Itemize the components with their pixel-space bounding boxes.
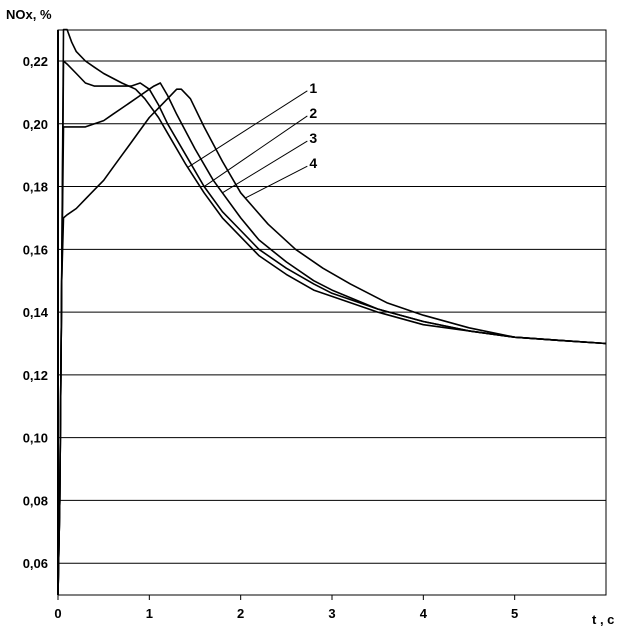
x-tick-label: 5 [511,606,518,621]
series-line-4 [57,88,607,595]
y-tick-label: 0,22 [23,54,48,69]
series-line-2 [57,60,607,595]
series-group [57,28,607,595]
gridlines [58,60,606,564]
x-tick-label: 0 [54,606,61,621]
x-tick-label: 3 [328,606,335,621]
y-tick-label: 0,18 [23,180,48,195]
y-tick-label: 0,16 [23,242,48,257]
series-label-4: 4 [309,155,317,171]
series-line-3 [57,82,607,595]
series-label-1: 1 [309,80,317,96]
y-tick-label: 0,14 [23,305,49,320]
y-tick-label: 0,06 [23,556,48,571]
leader-line-2 [203,115,308,187]
leader-line-1 [187,90,308,168]
y-tick-label: 0,12 [23,368,48,383]
series-label-2: 2 [309,105,317,121]
series-line-1 [57,28,607,595]
leader-line-3 [222,140,308,194]
x-axis-label: t , c [592,612,614,627]
x-tick-label: 1 [146,606,153,621]
x-tick-label: 2 [237,606,244,621]
y-tick-label: 0,20 [23,117,48,132]
y-tick-label: 0,10 [23,431,48,446]
y-tick-labels: 0,06 0,08 0,10 0,12 0,14 0,16 0,18 0,20 0,22 [23,54,49,571]
y-axis-label: NOx, % [6,7,52,22]
y-tick-label: 0,08 [23,493,48,508]
series-leaders: 1 2 3 4 [187,80,317,199]
x-tick-labels: 0 1 2 3 4 5 [54,595,518,621]
series-label-3: 3 [309,130,317,146]
leader-line-4 [245,165,308,199]
x-tick-label: 4 [420,606,428,621]
